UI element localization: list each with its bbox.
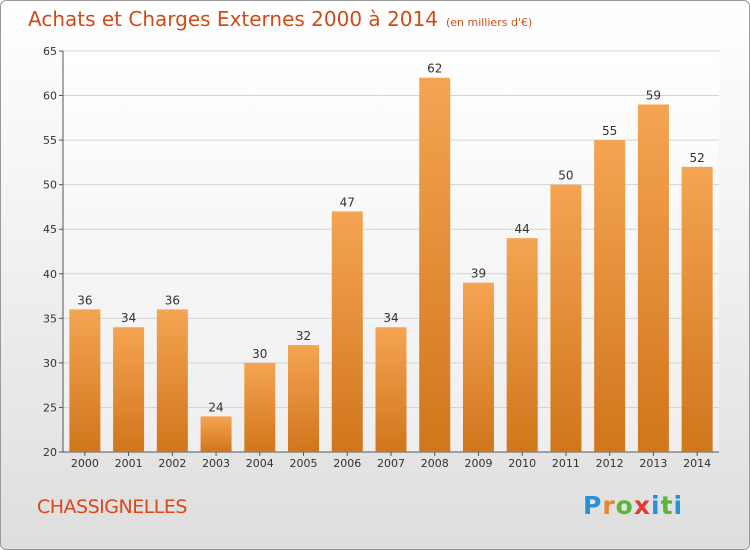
bar [375, 327, 407, 452]
commune-name: CHASSIGNELLES [37, 496, 187, 518]
x-tick-label: 2014 [683, 457, 711, 470]
proxiti-logo: Proxiti [583, 491, 683, 520]
bar-value-label: 32 [296, 329, 311, 343]
bar [69, 309, 101, 452]
logo-letter: o [615, 491, 634, 520]
x-tick-label: 2009 [464, 457, 492, 470]
bar-value-label: 24 [208, 400, 223, 414]
y-tick-label: 30 [43, 357, 57, 370]
bar [419, 77, 451, 452]
y-tick-label: 65 [43, 45, 57, 58]
logo-letter: t [660, 491, 674, 520]
bar [681, 166, 713, 452]
bar-value-label: 44 [515, 222, 530, 236]
x-tick-label: 2002 [158, 457, 186, 470]
bar-value-label: 30 [252, 347, 267, 361]
bar [288, 345, 320, 452]
y-tick-label: 25 [43, 401, 57, 414]
bar-value-label: 34 [383, 311, 398, 325]
bar [637, 104, 669, 452]
y-tick-label: 60 [43, 90, 57, 103]
bar [156, 309, 188, 452]
bar-value-label: 50 [558, 169, 573, 183]
x-tick-label: 2000 [71, 457, 99, 470]
bar-value-label: 62 [427, 62, 442, 76]
bar [594, 140, 626, 452]
bar-value-label: 52 [689, 151, 704, 165]
x-tick-label: 2005 [290, 457, 318, 470]
x-tick-label: 2012 [596, 457, 624, 470]
logo-letter: r [602, 491, 616, 520]
x-tick-label: 2003 [202, 457, 230, 470]
x-tick-label: 2006 [333, 457, 361, 470]
bar [113, 327, 145, 452]
chart-title: Achats et Charges Externes 2000 à 2014 (e… [28, 7, 532, 31]
logo-letter: x [633, 491, 651, 520]
x-tick-label: 2010 [508, 457, 536, 470]
x-tick-label: 2007 [377, 457, 405, 470]
y-tick-label: 20 [43, 446, 57, 459]
y-tick-label: 35 [43, 312, 57, 325]
x-tick-label: 2013 [639, 457, 667, 470]
title-text: Achats et Charges Externes 2000 à 2014 [28, 7, 438, 31]
bar-value-label: 36 [77, 293, 92, 307]
y-tick-label: 40 [43, 268, 57, 281]
bar [244, 362, 276, 452]
logo-letter: i [673, 491, 684, 520]
x-tick-label: 2011 [552, 457, 580, 470]
bar-value-label: 59 [646, 88, 661, 102]
logo-letter: i [651, 491, 661, 520]
x-tick-label: 2004 [246, 457, 274, 470]
bar [331, 211, 363, 452]
bar-value-label: 55 [602, 124, 617, 138]
bar-value-label: 36 [165, 293, 180, 307]
bar [462, 282, 494, 452]
logo-letter: P [583, 491, 603, 520]
y-tick-label: 50 [43, 179, 57, 192]
y-tick-label: 45 [43, 223, 57, 236]
bar-value-label: 47 [340, 195, 355, 209]
bar [200, 416, 232, 452]
x-tick-label: 2001 [115, 457, 143, 470]
bar-value-label: 34 [121, 311, 136, 325]
x-tick-label: 2008 [421, 457, 449, 470]
y-tick-label: 55 [43, 134, 57, 147]
bar [506, 238, 538, 452]
chart-subtitle: (en milliers d'€) [445, 16, 533, 29]
bar [550, 184, 582, 452]
bar-value-label: 39 [471, 267, 486, 281]
